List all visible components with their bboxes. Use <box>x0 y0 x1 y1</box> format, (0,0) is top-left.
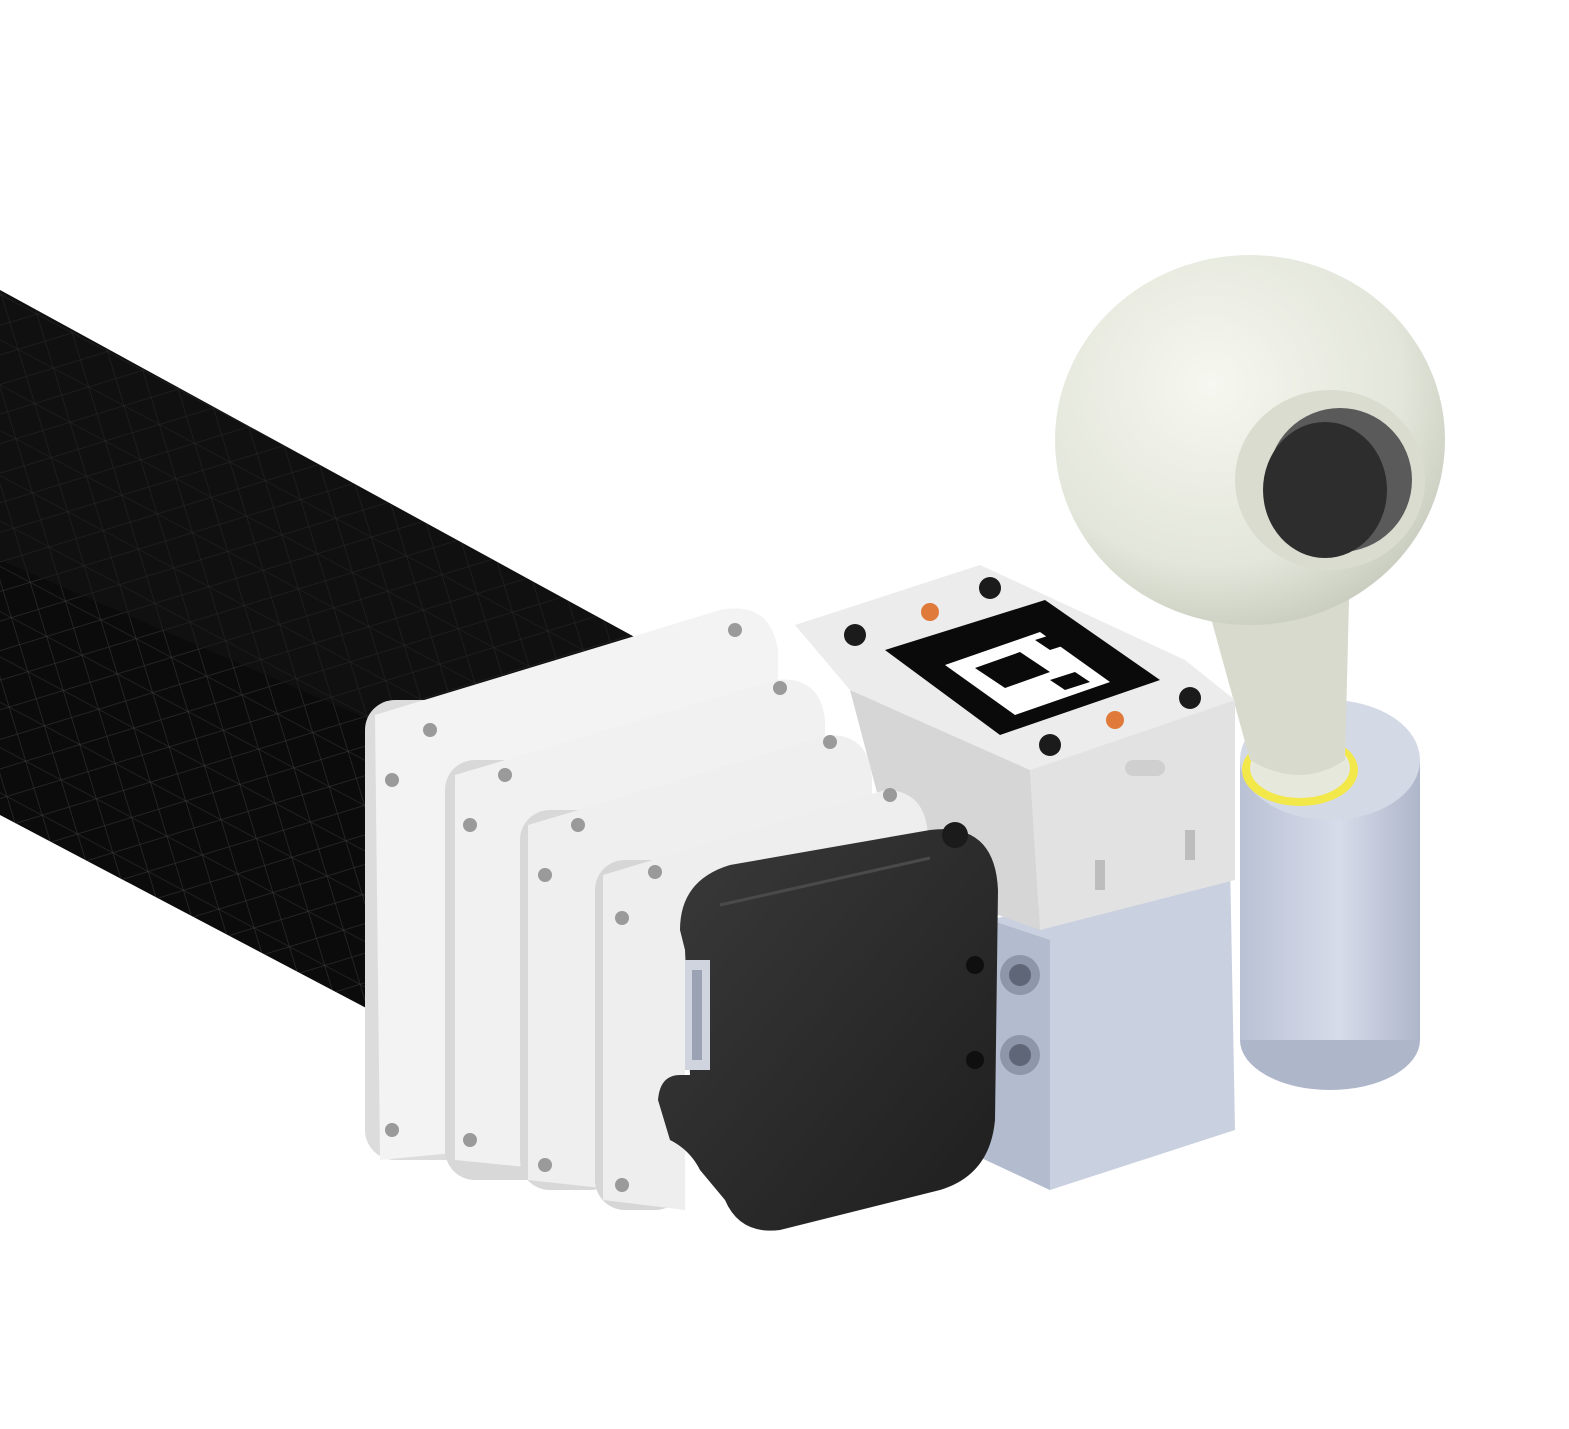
screw-icon <box>966 1051 984 1069</box>
rod-end <box>1055 255 1445 775</box>
screw-icon <box>966 956 984 974</box>
screw-icon <box>1039 734 1061 756</box>
insert-icon <box>921 603 939 621</box>
screw-icon <box>1179 687 1201 709</box>
screw-icon <box>942 822 968 848</box>
fiducial-marker <box>885 600 1160 735</box>
screw-icon <box>844 624 866 646</box>
sensor-block <box>795 565 1235 930</box>
insert-icon <box>1106 711 1124 729</box>
screw-icon <box>979 577 1001 599</box>
end-cap <box>658 829 998 1231</box>
